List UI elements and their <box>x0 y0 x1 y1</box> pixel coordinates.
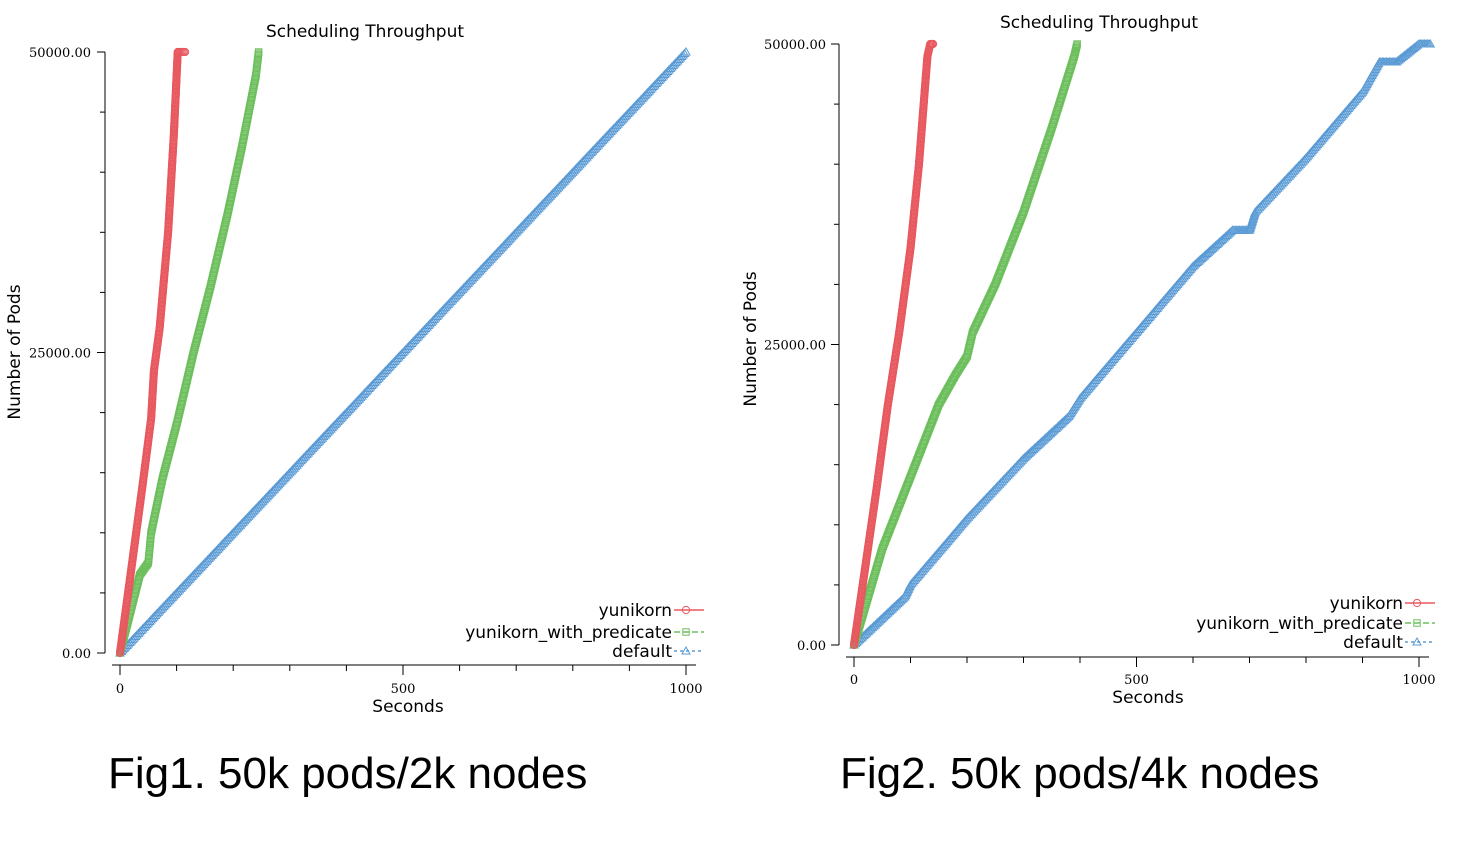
data-point <box>868 621 879 630</box>
y-tick-label: 0.00 <box>797 639 826 654</box>
throughput-chart-2: Scheduling Throughput 0.00 25000.00 50000.0… <box>741 13 1436 708</box>
x-tick-label: 500 <box>391 682 416 697</box>
y-axis-label: Number of Pods <box>5 284 25 419</box>
series-yunikorn-with-predicate <box>850 40 1081 649</box>
series-default <box>115 46 691 657</box>
data-point <box>870 619 881 629</box>
data-point <box>867 622 878 632</box>
chart-panel-2: Scheduling Throughput 0.00 25000.00 50000.0… <box>738 0 1477 844</box>
data-point <box>1062 412 1073 422</box>
data-point <box>875 614 886 624</box>
data-point <box>871 618 882 628</box>
y-tick-label: 0.00 <box>62 647 91 662</box>
figure-caption-2: Fig2. 50k pods/4k nodes <box>840 749 1320 798</box>
y-axis-label: Number of Pods <box>741 271 761 406</box>
legend-marker <box>681 645 691 655</box>
legend-marker <box>682 628 690 636</box>
x-tick-label: 0 <box>116 682 124 697</box>
data-point <box>874 615 885 625</box>
legend-label: yunikorn <box>599 601 672 621</box>
legend-label: default <box>1343 633 1403 653</box>
legend-marker <box>1412 598 1422 608</box>
data-point <box>254 48 263 56</box>
data-point <box>887 603 897 613</box>
y-tick-label: 25000.00 <box>764 339 826 354</box>
data-point <box>884 606 895 616</box>
x-tick-label: 500 <box>1124 673 1149 688</box>
data-point <box>861 627 872 637</box>
data-point <box>891 599 902 609</box>
data-point <box>860 629 871 638</box>
series-yunikorn <box>115 47 190 658</box>
data-point <box>895 595 906 605</box>
data-point <box>1073 40 1081 48</box>
data-point <box>892 598 903 608</box>
data-point <box>929 39 938 49</box>
legend-marker <box>1412 636 1422 646</box>
legend-marker <box>681 605 691 615</box>
data-point <box>873 617 883 626</box>
chart-title: Scheduling Throughput <box>266 22 464 42</box>
x-axis-label: Seconds <box>1112 688 1184 708</box>
throughput-chart-1: Scheduling Throughput 0.00 25000.00 50000.0… <box>5 22 704 717</box>
legend-label: yunikorn <box>1330 594 1403 614</box>
data-point <box>877 613 888 622</box>
data-point <box>878 611 889 621</box>
legend-label: default <box>612 642 672 662</box>
data-point <box>866 623 876 633</box>
data-point <box>883 607 893 617</box>
x-tick-label: 1000 <box>1402 673 1435 688</box>
data-point <box>681 46 691 56</box>
y-tick-label: 50000.00 <box>29 46 91 61</box>
legend-label: yunikorn_with_predicate <box>465 623 672 643</box>
data-point <box>864 625 875 634</box>
data-point <box>894 597 905 606</box>
data-point <box>880 610 890 620</box>
data-point <box>897 594 907 604</box>
data-point <box>863 626 873 636</box>
y-tick-label: 25000.00 <box>29 347 91 362</box>
x-tick-label: 1000 <box>669 682 702 697</box>
data-point <box>1425 38 1436 48</box>
figure-caption-1: Fig1. 50k pods/2k nodes <box>108 749 588 798</box>
data-point <box>890 601 900 610</box>
data-point <box>180 47 190 57</box>
data-point <box>881 609 892 618</box>
chart-title: Scheduling Throughput <box>1000 13 1198 33</box>
y-tick-label: 50000.00 <box>764 38 826 53</box>
x-axis-label: Seconds <box>372 697 444 717</box>
data-point <box>888 602 899 612</box>
chart-panel-1: Scheduling Throughput 0.00 25000.00 50000.0… <box>0 0 738 844</box>
data-point <box>859 630 869 640</box>
series-yunikorn <box>849 39 938 650</box>
legend-label: yunikorn_with_predicate <box>1196 614 1403 634</box>
legend-marker <box>1413 619 1421 627</box>
x-tick-label: 0 <box>850 673 858 688</box>
series-default <box>849 38 1436 649</box>
data-point <box>885 605 896 614</box>
data-point <box>1061 414 1071 423</box>
series-yunikorn-with-predicate <box>116 48 263 657</box>
